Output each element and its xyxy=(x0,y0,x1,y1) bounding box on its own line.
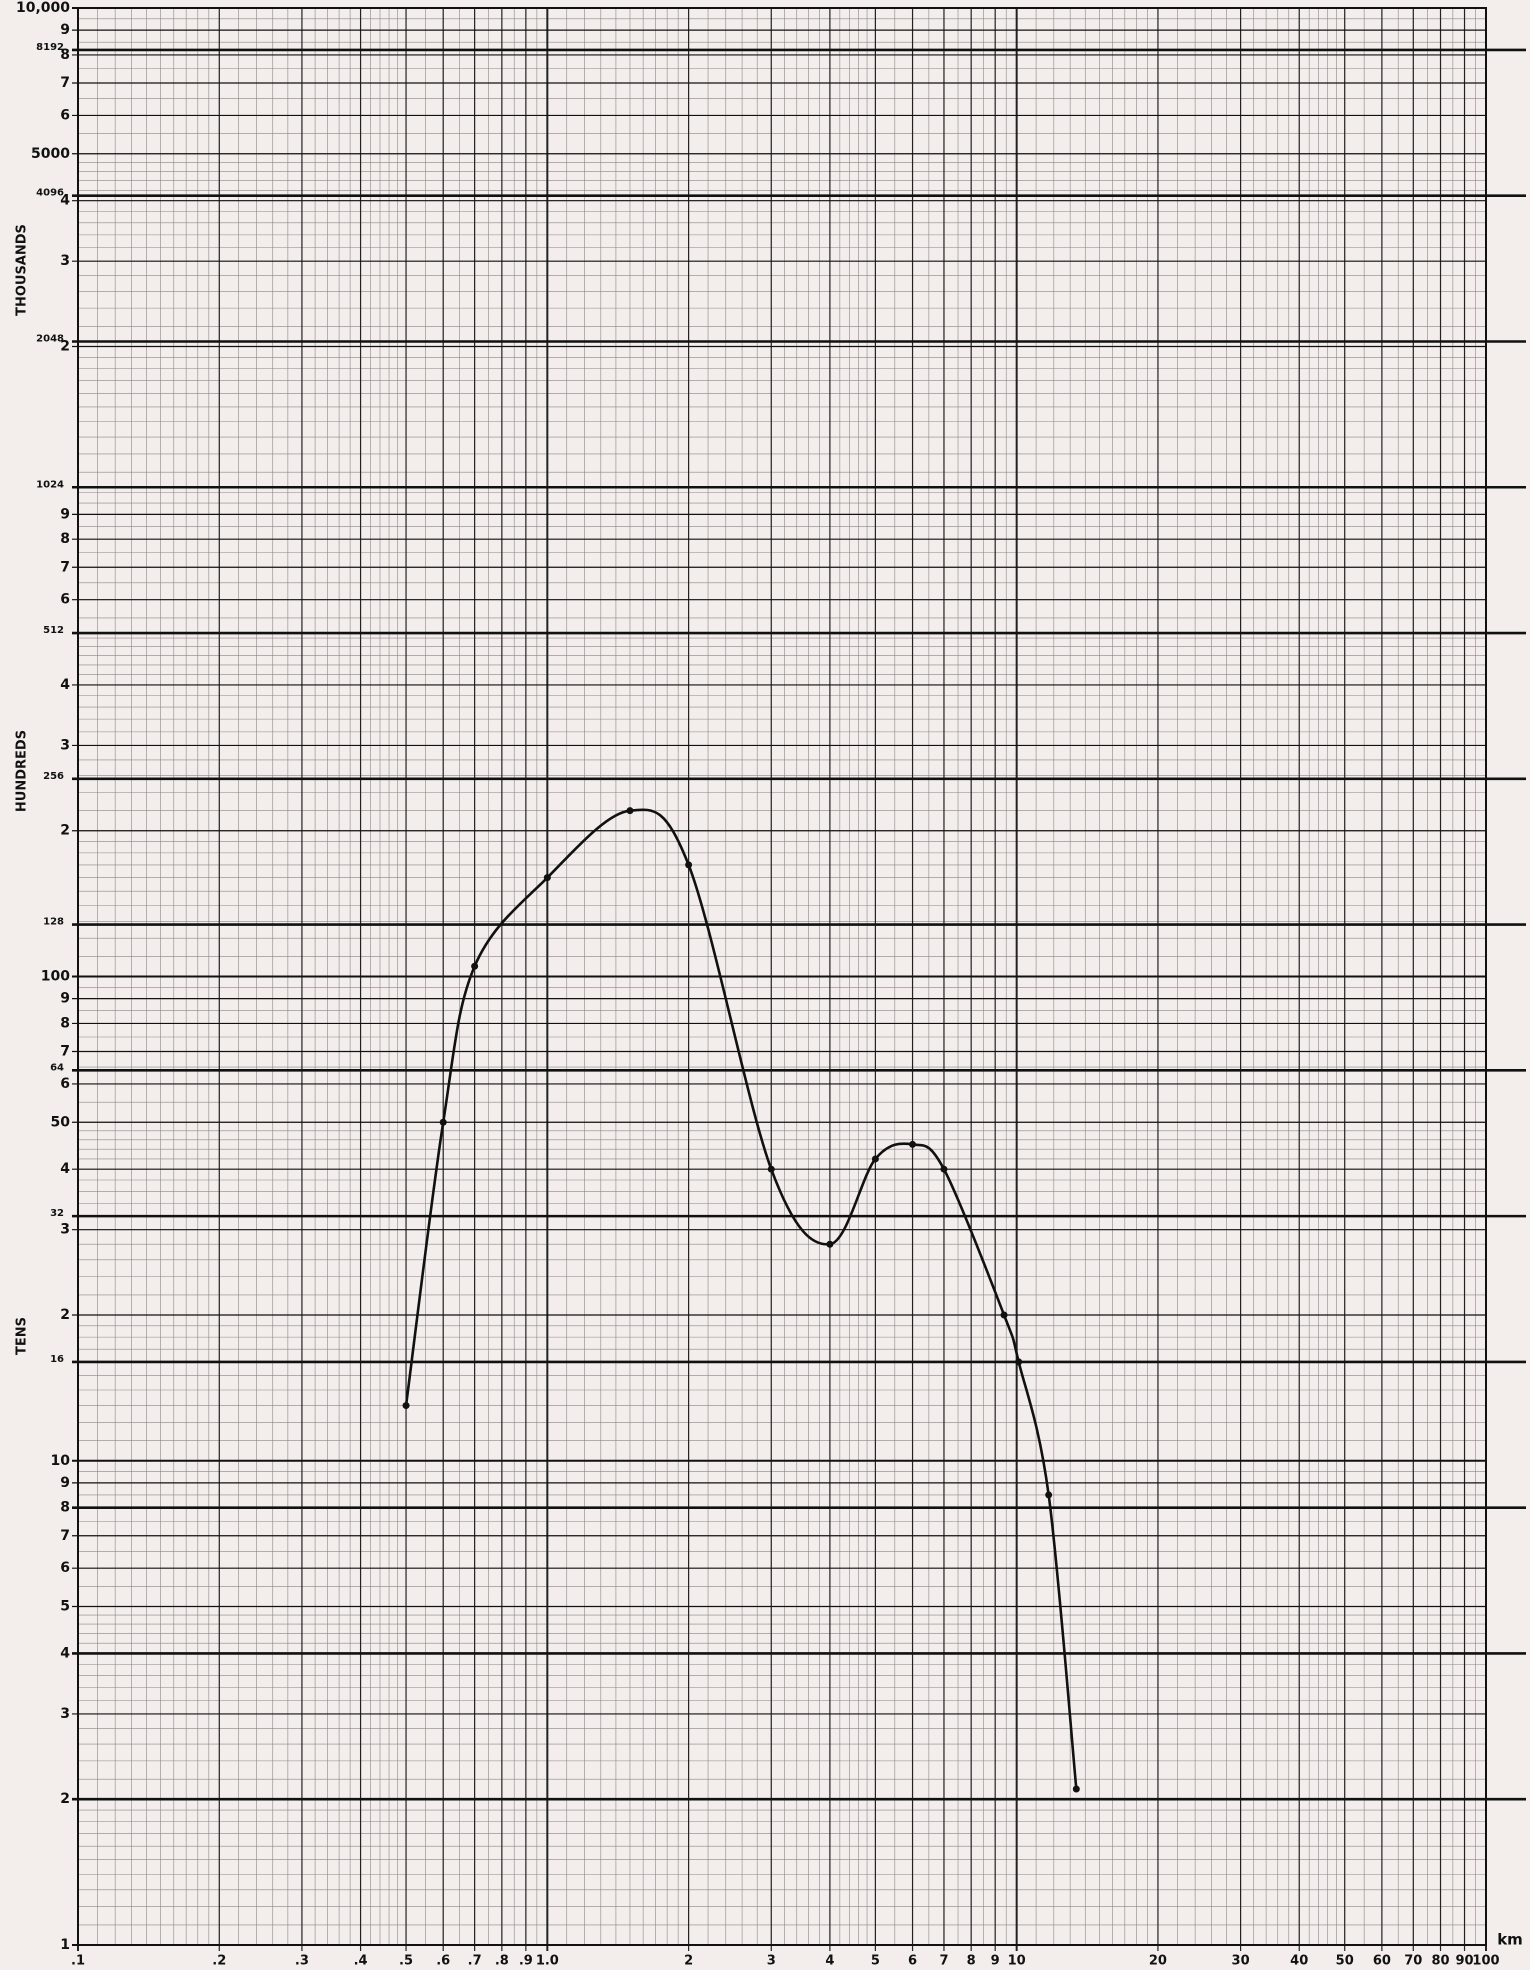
axis-group-label: THOUSANDS xyxy=(15,224,30,316)
x-tick-label: .6 xyxy=(436,1954,450,1969)
data-point xyxy=(1000,1311,1008,1319)
plot-frame xyxy=(77,7,1487,1946)
x-tick-label: 10 xyxy=(1008,1954,1026,1969)
x-tick-label: 1.0 xyxy=(536,1954,559,1969)
y-tick-label: 2 xyxy=(60,338,70,354)
y-tick-label: 9 xyxy=(60,991,70,1007)
y-tick-label: 4 xyxy=(60,1645,70,1661)
y-tick-label: 8 xyxy=(60,47,70,63)
y-tick-label: 64 xyxy=(50,1062,64,1073)
y-tick-label: 3 xyxy=(60,1222,70,1238)
y-tick-label: 9 xyxy=(60,22,70,38)
y-tick-label: 3 xyxy=(60,737,70,753)
y-tick-label: 10,000 xyxy=(16,0,70,16)
x-tick-label: .4 xyxy=(354,1954,368,1969)
y-tick-label: 5000 xyxy=(31,146,70,162)
y-tick-label: 6 xyxy=(60,1076,70,1092)
y-tick-label: 512 xyxy=(43,625,64,636)
data-point xyxy=(1072,1785,1080,1793)
y-tick-label: 2 xyxy=(60,1307,70,1323)
x-tick-label: .8 xyxy=(495,1954,509,1969)
y-tick-label: 6 xyxy=(60,1560,70,1576)
y-tick-label: 2 xyxy=(60,823,70,839)
x-tick-label: 6 xyxy=(908,1954,917,1969)
y-tick-label: 2048 xyxy=(36,333,64,344)
x-tick-label: .1 xyxy=(71,1954,85,1969)
y-tick-label: 16 xyxy=(50,1354,64,1365)
y-tick-label: 128 xyxy=(43,917,64,928)
data-point xyxy=(826,1240,834,1248)
y-tick-label: 4 xyxy=(60,1161,70,1177)
y-tick-label: 5 xyxy=(60,1599,70,1615)
data-point xyxy=(940,1165,948,1173)
x-tick-label: .5 xyxy=(399,1954,413,1969)
data-point xyxy=(909,1140,917,1148)
data-point xyxy=(1045,1491,1053,1499)
data-point xyxy=(471,962,479,970)
x-tick-label: 5 xyxy=(871,1954,880,1969)
x-tick-label: 7 xyxy=(939,1954,948,1969)
x-tick-label: 9 xyxy=(991,1954,1000,1969)
y-tick-label: 8192 xyxy=(36,42,64,53)
y-tick-label: 32 xyxy=(50,1208,64,1219)
x-tick-label: 2 xyxy=(684,1954,693,1969)
y-tick-label: 9 xyxy=(60,506,70,522)
y-tick-label: 8 xyxy=(60,1500,70,1516)
y-tick-label: 4 xyxy=(60,193,70,209)
axis-group-label: HUNDREDS xyxy=(15,730,30,812)
y-tick-label: 7 xyxy=(60,559,70,575)
data-point xyxy=(543,874,551,882)
x-tick-label: 40 xyxy=(1290,1954,1308,1969)
x-tick-label: 3 xyxy=(767,1954,776,1969)
x-tick-label: 80 xyxy=(1431,1954,1449,1969)
x-tick-label: 70 xyxy=(1404,1954,1422,1969)
x-tick-label: 50 xyxy=(1336,1954,1354,1969)
data-point xyxy=(1015,1358,1023,1366)
data-point xyxy=(439,1118,447,1126)
x-tick-label: 90 xyxy=(1455,1954,1473,1969)
y-tick-label: 7 xyxy=(60,75,70,91)
y-tick-label: 6 xyxy=(60,107,70,123)
x-unit: km xyxy=(1497,1931,1523,1949)
y-tick-label: 7 xyxy=(60,1044,70,1060)
data-point xyxy=(767,1165,775,1173)
x-tick-label: 30 xyxy=(1232,1954,1250,1969)
y-tick-label: 10 xyxy=(51,1453,71,1469)
y-tick-label: 256 xyxy=(43,771,64,782)
y-tick-label: 8 xyxy=(60,1015,70,1031)
y-tick-label: 3 xyxy=(60,1706,70,1722)
y-tick-label: 9 xyxy=(60,1475,70,1491)
y-tick-label: 100 xyxy=(41,969,70,985)
y-tick-label: 8 xyxy=(60,531,70,547)
y-tick-label: 4 xyxy=(60,677,70,693)
y-tick-label: 1024 xyxy=(36,479,64,490)
data-point xyxy=(402,1402,410,1410)
y-tick-label: 2 xyxy=(60,1791,70,1807)
x-tick-label: 60 xyxy=(1373,1954,1391,1969)
data-point xyxy=(626,807,634,815)
x-tick-label: .2 xyxy=(212,1954,226,1969)
y-tick-label: 7 xyxy=(60,1528,70,1544)
y-tick-label: 50 xyxy=(51,1114,71,1130)
data-point xyxy=(685,861,693,869)
x-tick-label: 20 xyxy=(1149,1954,1167,1969)
y-tick-label: 6 xyxy=(60,592,70,608)
x-tick-label: .7 xyxy=(468,1954,482,1969)
axis-group-label: TENS xyxy=(15,1317,30,1355)
y-tick-label: 3 xyxy=(60,253,70,269)
x-tick-label: 8 xyxy=(967,1954,976,1969)
x-tick-label: 100 xyxy=(1472,1954,1499,1969)
y-tick-label: 4096 xyxy=(36,188,64,199)
x-tick-label: .3 xyxy=(295,1954,309,1969)
y-tick-label: 1 xyxy=(60,1937,70,1953)
x-tick-label: 4 xyxy=(825,1954,834,1969)
x-tick-label: .9 xyxy=(519,1954,533,1969)
data-point xyxy=(871,1155,879,1163)
